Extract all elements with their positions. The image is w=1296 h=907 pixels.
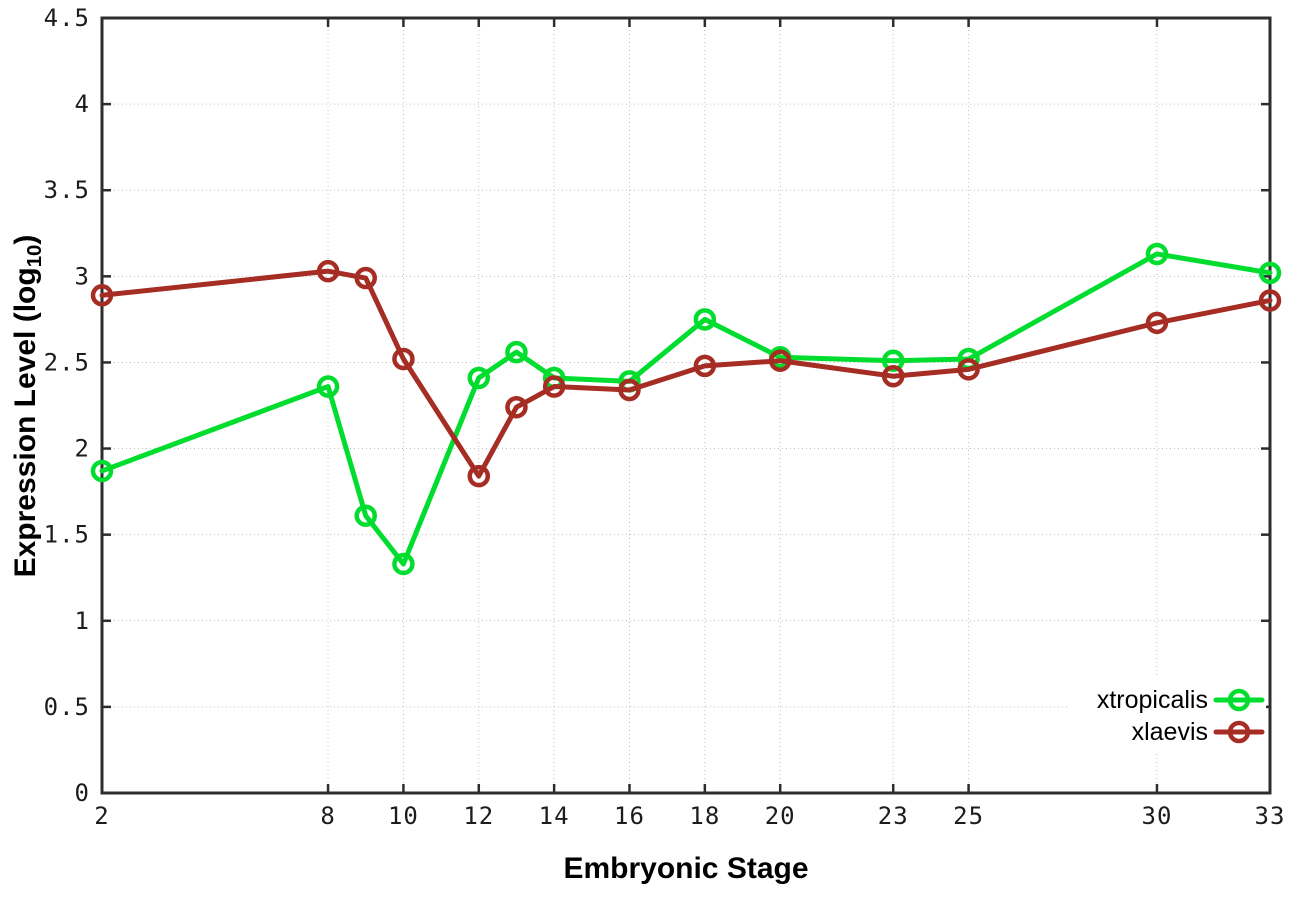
series-xlaevis-marker	[505, 395, 528, 419]
y-tick-label: 0	[75, 779, 90, 807]
legend-label-xlaevis: xlaevis	[1131, 718, 1208, 746]
y-tick-label: 3	[75, 262, 90, 290]
y-tick-label: 1.5	[44, 521, 90, 549]
x-tick-label: 23	[878, 802, 909, 830]
series-xlaevis-line	[99, 268, 1273, 479]
series-xtropicalis-marker	[467, 366, 491, 390]
series-xlaevis-marker	[1145, 311, 1169, 335]
series-xlaevis-marker	[957, 358, 980, 381]
legend-sample-marker-xtropicalis	[1227, 688, 1251, 712]
y-axis-title-subscript: 10	[24, 244, 47, 268]
y-tick-label: 1	[75, 607, 90, 635]
y-axis-title-suffix: )	[8, 234, 42, 245]
series-xtropicalis-marker	[881, 349, 905, 372]
series-xtropicalis-marker	[693, 308, 717, 331]
series-xtropicalis-marker	[316, 375, 340, 398]
y-tick-label: 4	[75, 90, 90, 118]
x-tick-label: 30	[1142, 802, 1173, 830]
series-xlaevis-marker	[881, 364, 905, 388]
series-xtropicalis-marker	[1258, 261, 1282, 285]
series-xlaevis-marker	[467, 464, 491, 488]
x-tick-label: 8	[320, 802, 335, 830]
series-xtropicalis-marker	[1145, 242, 1169, 266]
x-tick-label: 25	[953, 802, 984, 830]
series-xtropicalis-marker	[90, 459, 114, 483]
x-tick-label: 2	[94, 802, 109, 830]
plot-border	[100, 16, 1272, 795]
y-tick-label: 3.5	[44, 176, 90, 204]
series-xtropicalis-marker	[392, 552, 415, 576]
x-axis-title: Embryonic Stage	[563, 852, 809, 885]
x-tick-label: 18	[689, 802, 720, 830]
x-tick-label: 20	[765, 802, 796, 830]
y-tick-label: 0.5	[44, 693, 90, 721]
series-xtropicalis-marker	[354, 504, 377, 527]
series-xtropicalis-marker	[505, 340, 528, 364]
y-tick-label: 2.5	[44, 348, 90, 376]
series-xlaevis-marker	[316, 259, 340, 283]
y-tick-label: 2	[75, 435, 90, 463]
y-axis-title-prefix: Expression Level (log	[8, 267, 42, 578]
x-tick-label: 14	[539, 802, 570, 830]
y-axis-title: Expression Level (log10)	[9, 235, 47, 578]
series-xlaevis-marker	[90, 284, 114, 307]
series-xlaevis-marker	[768, 349, 792, 372]
series-xlaevis-marker	[693, 354, 717, 378]
x-tick-label: 10	[388, 802, 419, 830]
x-tick-label: 33	[1255, 802, 1286, 830]
x-tick-label: 16	[614, 802, 645, 830]
y-tick-label: 4.5	[44, 4, 90, 32]
series-xlaevis-marker	[542, 375, 566, 398]
series-xlaevis-marker	[354, 266, 377, 290]
x-tick-label: 12	[463, 802, 494, 830]
series-xlaevis-marker	[392, 347, 415, 371]
legend-sample-marker-xlaevis	[1227, 720, 1251, 744]
series-xlaevis-marker	[1258, 289, 1282, 312]
series-xtropicalis-line	[99, 251, 1273, 567]
series-xlaevis-marker	[618, 378, 641, 402]
legend-label-xtropicalis: xtropicalis	[1096, 686, 1208, 714]
